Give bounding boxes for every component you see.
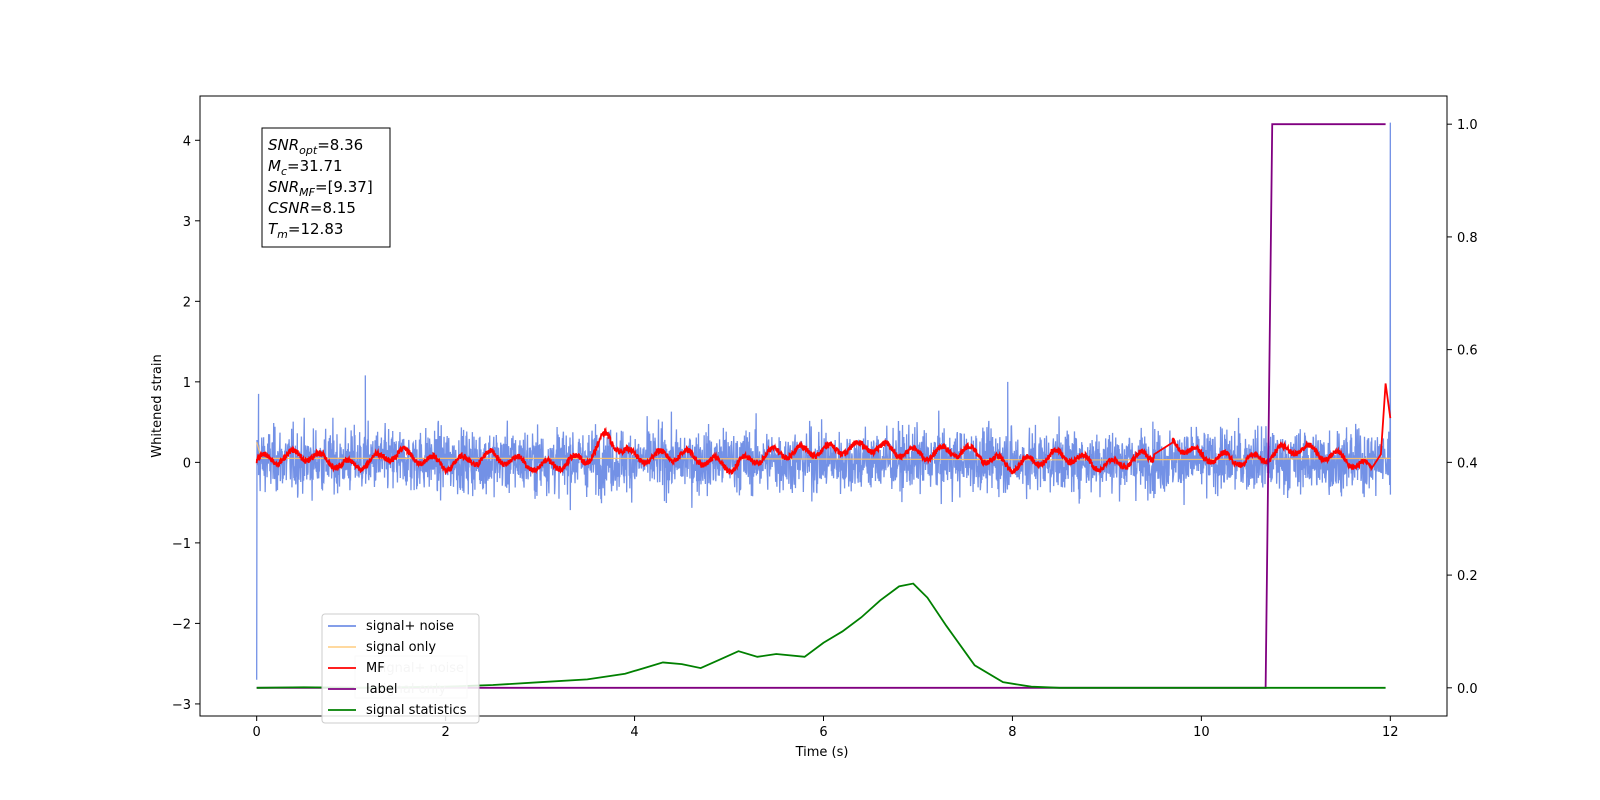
y-tick-label: 4 xyxy=(183,134,191,149)
legend-label-mf: MF xyxy=(366,661,385,676)
legend-label-signal-noise: signal+ noise xyxy=(366,619,454,634)
annotation-frame xyxy=(261,127,391,248)
series-mf-line xyxy=(255,383,1392,475)
legend: signal+ noise signal only MF label signal st… xyxy=(321,613,480,724)
legend-label-label: label xyxy=(366,682,397,697)
series-layer xyxy=(255,122,1392,689)
series-signal-noise-line xyxy=(256,122,1392,680)
y2-tick-label: 0.6 xyxy=(1457,344,1478,359)
y2-tick-label: 0.4 xyxy=(1457,456,1478,471)
y-tick-label: 1 xyxy=(183,376,191,391)
y2-tick-label: 0.2 xyxy=(1457,569,1478,584)
y-axis-label: Whitened strain xyxy=(150,354,165,457)
x-tick-label: 0 xyxy=(253,725,261,740)
x-tick-label: 6 xyxy=(819,725,827,740)
y-axis-right: 1.0 0.8 0.6 0.4 0.2 0.0 xyxy=(1447,118,1478,697)
y2-tick-label: 0.0 xyxy=(1457,682,1478,697)
legend-frame xyxy=(321,613,480,724)
y-tick-label: −1 xyxy=(172,537,191,552)
y-tick-label: 2 xyxy=(183,295,191,310)
x-tick-label: 8 xyxy=(1008,725,1016,740)
y2-tick-label: 1.0 xyxy=(1457,118,1478,133)
y-tick-label: −3 xyxy=(172,698,191,713)
annotation-line: CSNR=8.15 xyxy=(268,199,356,217)
legend-label-signal-statistics: signal statistics xyxy=(366,703,467,718)
annotation-line: Tm=12.83 xyxy=(268,220,343,241)
y-axis-left: 4 3 2 1 0 −1 −2 −3 xyxy=(172,134,200,713)
y-tick-label: 0 xyxy=(183,456,191,471)
x-axis-label: Time (s) xyxy=(795,745,849,760)
annotation-line: SNRMF=[9.37] xyxy=(268,178,373,199)
x-axis: 0 2 4 6 8 10 12 xyxy=(253,716,1399,740)
y-tick-label: −2 xyxy=(172,617,191,632)
x-tick-label: 12 xyxy=(1382,725,1399,740)
y2-tick-label: 0.8 xyxy=(1457,231,1478,246)
y-tick-label: 3 xyxy=(183,215,191,230)
series-signal-statistics-line xyxy=(256,582,1386,689)
x-tick-label: 2 xyxy=(441,725,449,740)
legend-label-signal-only: signal only xyxy=(366,640,436,655)
series-label-line xyxy=(256,123,1386,689)
annotation-line: Mc=31.71 xyxy=(268,157,343,178)
x-tick-label: 10 xyxy=(1193,725,1210,740)
x-tick-label: 4 xyxy=(630,725,638,740)
annotation-line: SNRopt=8.36 xyxy=(268,136,363,157)
stats-annotation-box: SNRopt=8.36Mc=31.71SNRMF=[9.37]CSNR=8.15… xyxy=(261,127,391,248)
